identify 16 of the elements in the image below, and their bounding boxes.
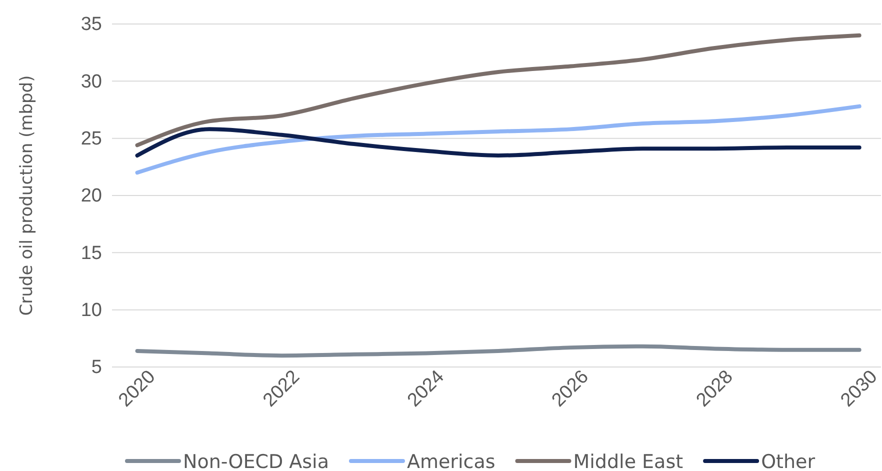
y-tick-label: 10 xyxy=(80,300,102,321)
legend-label: Middle East xyxy=(573,451,684,471)
legend-label: Americas xyxy=(406,451,496,471)
line-series xyxy=(135,33,862,148)
y-tick-label: 30 xyxy=(80,71,102,92)
y-tick-label: 20 xyxy=(80,186,102,207)
legend-label: Non-OECD Asia xyxy=(182,451,329,471)
y-tick-label: 15 xyxy=(80,242,102,264)
line-series xyxy=(135,344,862,358)
y-tick-label: 35 xyxy=(80,14,102,36)
y-tick-label: 5 xyxy=(91,357,102,378)
y-tick-label: 25 xyxy=(80,128,102,150)
y-axis-title: Crude oil production (mbpd) xyxy=(17,75,37,316)
line-series xyxy=(135,127,862,158)
legend-label: Other xyxy=(761,451,816,471)
line-series xyxy=(135,104,862,175)
